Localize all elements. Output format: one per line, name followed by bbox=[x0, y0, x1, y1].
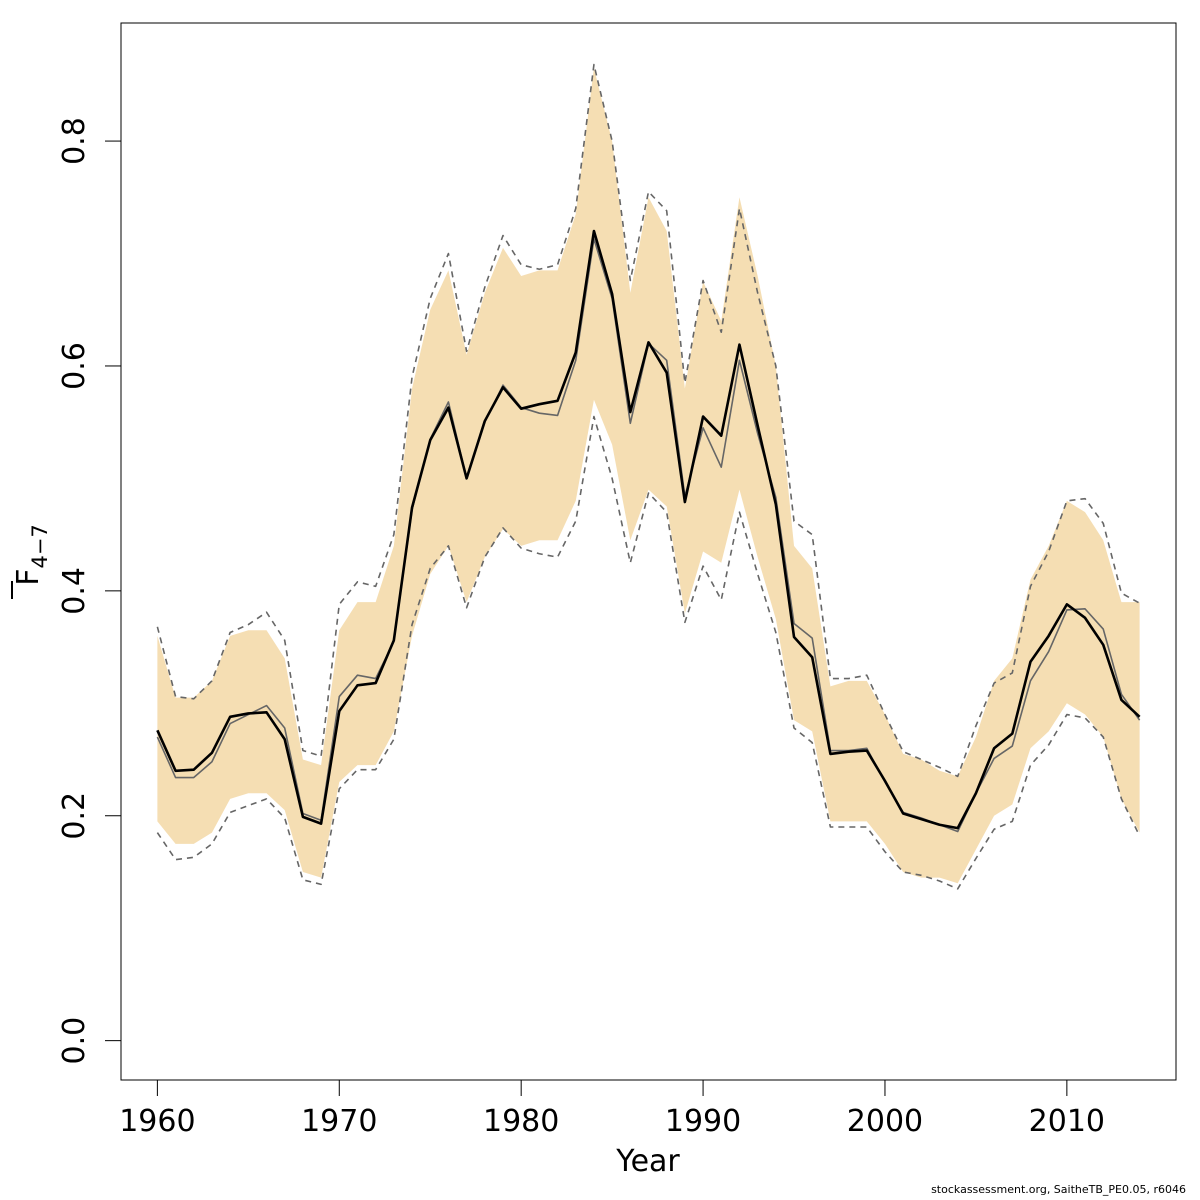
x-axis: 1960 1970 1980 1990 2000 2010 bbox=[119, 1079, 1105, 1139]
x-tick-label: 1980 bbox=[483, 1104, 559, 1139]
line-dashed-upper bbox=[156, 63, 1141, 778]
y-tick-label: 0.6 bbox=[57, 342, 92, 390]
x-tick-label: 1960 bbox=[119, 1104, 195, 1139]
y-axis-label-main: F bbox=[11, 569, 46, 586]
plot-frame bbox=[120, 22, 1177, 1081]
series-lines bbox=[156, 63, 1141, 890]
svg-text:F4−7: F4−7 bbox=[11, 524, 52, 586]
x-tick-label: 2010 bbox=[1029, 1104, 1105, 1139]
x-tick-label: 1990 bbox=[665, 1104, 741, 1139]
y-tick-label: 0.0 bbox=[57, 1017, 92, 1065]
x-tick-label: 1970 bbox=[301, 1104, 377, 1139]
x-tick-label: 2000 bbox=[847, 1104, 923, 1139]
line-dashed-lower bbox=[156, 415, 1141, 890]
y-axis-label-subscript: 4−7 bbox=[28, 524, 52, 568]
y-axis: 0.0 0.2 0.4 0.6 0.8 bbox=[57, 117, 122, 1065]
footer-credit: stockassessment.org, SaitheTB_PE0.05, r6… bbox=[931, 1183, 1186, 1196]
y-axis-label: F4−7 bbox=[11, 524, 52, 599]
y-tick-label: 0.4 bbox=[57, 567, 92, 615]
x-axis-label: Year bbox=[615, 1144, 680, 1179]
y-tick-label: 0.2 bbox=[57, 792, 92, 840]
y-tick-label: 0.8 bbox=[57, 117, 92, 165]
line-main-line bbox=[156, 229, 1141, 830]
